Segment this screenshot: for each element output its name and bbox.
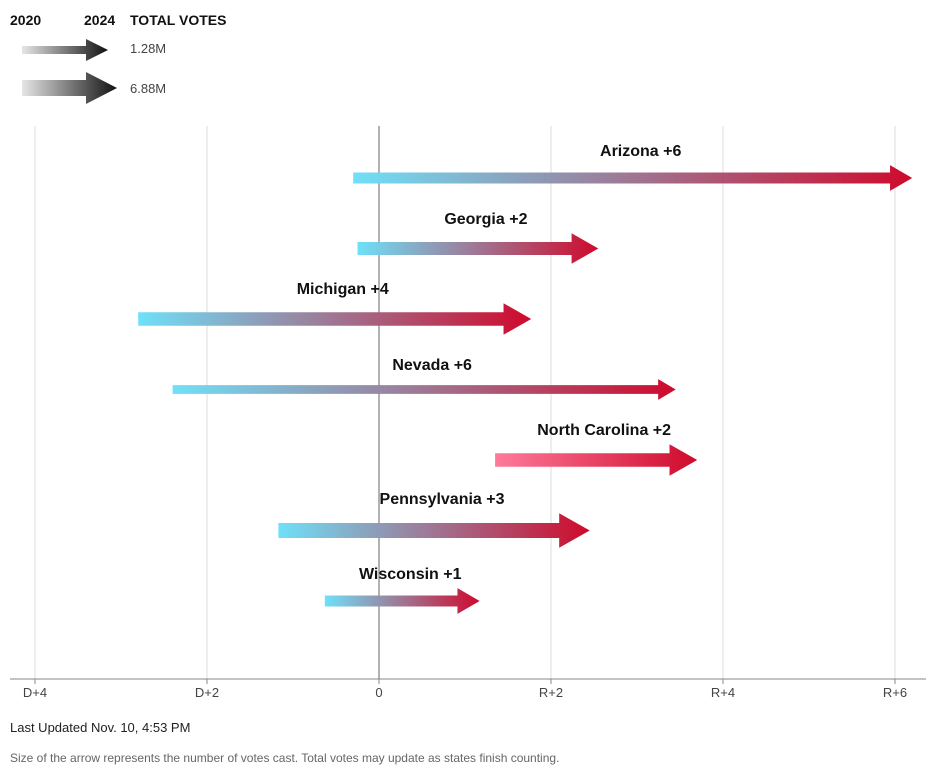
legend-arrows [22, 39, 117, 104]
state-arrow [278, 513, 590, 548]
legend-large-arrow [22, 72, 117, 104]
state-label: Michigan +4 [297, 281, 389, 298]
x-tick-label: 0 [375, 685, 382, 700]
state-label: Nevada +6 [392, 357, 472, 374]
x-tick-label: D+4 [23, 685, 47, 700]
legend-total-votes-label: TOTAL VOTES [130, 12, 227, 28]
state-label: North Carolina +2 [537, 422, 671, 439]
x-tick-label: D+2 [195, 685, 219, 700]
footnote: Size of the arrow represents the number … [10, 751, 560, 765]
legend-large-value: 6.88M [130, 81, 167, 96]
state-arrow [495, 444, 698, 476]
legend-small-arrow [22, 39, 108, 61]
state-arrow [172, 379, 676, 400]
arrow-chart: D+4 D+2 0 R+2 R+4 R+6 Arizona +6 Georgia +2 Mich… [10, 126, 926, 700]
x-tick-label: R+4 [711, 685, 735, 700]
legend-small-value: 1.28M [130, 41, 167, 56]
legend-from-label: 2020 [10, 12, 42, 28]
state-label: Wisconsin +1 [359, 566, 462, 583]
state-arrow [138, 303, 532, 335]
x-tick-label: R+6 [883, 685, 907, 700]
state-label: Georgia +2 [444, 211, 527, 228]
x-tick-label: R+2 [539, 685, 563, 700]
last-updated-text: Last Updated Nov. 10, 4:53 PM [10, 720, 191, 735]
state-arrow [357, 233, 599, 264]
state-arrow [353, 165, 913, 191]
state-label: Pennsylvania +3 [380, 491, 505, 508]
state-arrow [324, 588, 480, 614]
state-label: Arizona +6 [600, 143, 681, 160]
legend: 2020 2024 TOTAL VOTES 1.28M 6.88M [0, 0, 300, 110]
legend-to-label: 2024 [84, 12, 116, 28]
